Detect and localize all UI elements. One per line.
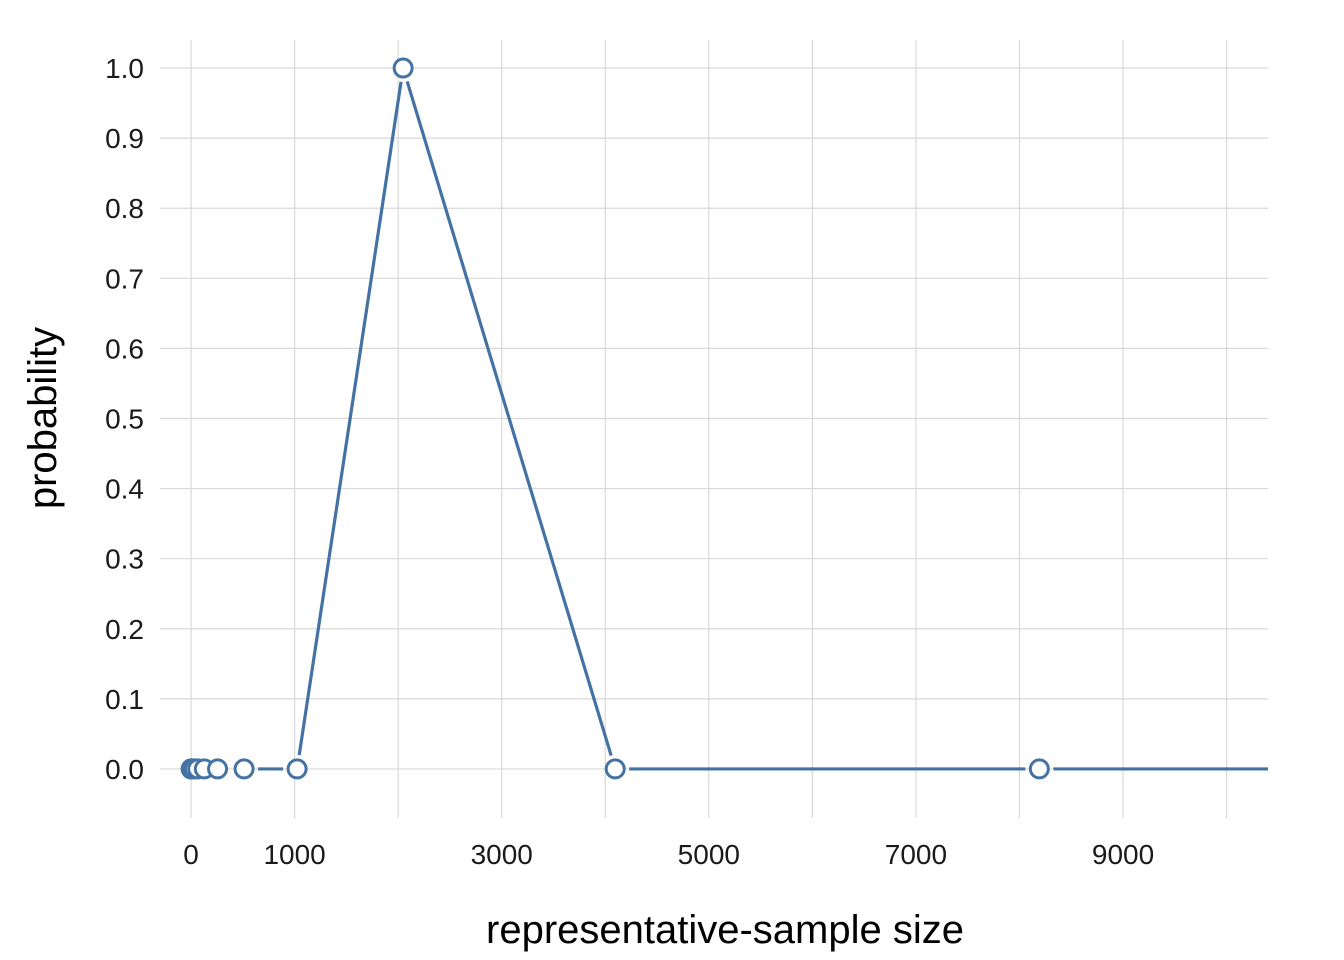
- y-tick-label: 1.0: [105, 53, 144, 84]
- series-segment: [297, 81, 403, 756]
- data-point: [286, 758, 308, 780]
- y-tick-label: 0.8: [105, 193, 144, 224]
- y-tick-label: 0.3: [105, 544, 144, 575]
- series-line: [258, 80, 1268, 771]
- x-tick-label: 5000: [678, 839, 740, 870]
- y-tick-label: 0.2: [105, 614, 144, 645]
- grid: [160, 40, 1268, 818]
- data-point: [604, 758, 626, 780]
- x-tick-label: 3000: [471, 839, 533, 870]
- data-points: [180, 57, 1050, 780]
- y-tick-label: 0.0: [105, 754, 144, 785]
- data-point: [1028, 758, 1050, 780]
- y-axis-title: probability: [21, 327, 65, 509]
- data-point: [233, 758, 255, 780]
- y-tick-label: 0.7: [105, 263, 144, 294]
- x-tick-label: 9000: [1092, 839, 1154, 870]
- x-tick-label: 1000: [263, 839, 325, 870]
- tick-labels: 0.0 0.1 0.2 0.3 0.4 0.5 0.6 0.7 0.8 0.9 1.0 0 1000 30…: [105, 53, 1154, 870]
- y-tick-label: 0.9: [105, 123, 144, 154]
- y-tick-label: 0.5: [105, 403, 144, 434]
- y-tick-label: 0.6: [105, 333, 144, 364]
- x-tick-label: 7000: [885, 839, 947, 870]
- x-tick-label: 0: [183, 839, 199, 870]
- y-tick-label: 0.1: [105, 684, 144, 715]
- y-tick-label: 0.4: [105, 474, 144, 505]
- data-point: [392, 57, 414, 79]
- series-segment: [405, 80, 613, 757]
- data-point: [207, 758, 229, 780]
- x-axis-title: representative-sample size: [486, 908, 964, 952]
